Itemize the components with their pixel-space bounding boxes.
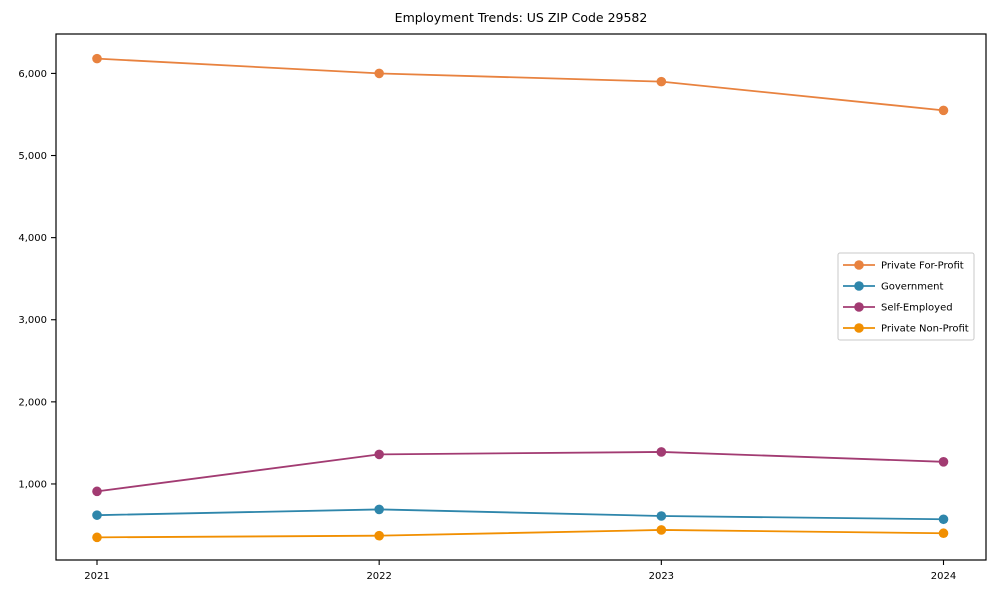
series-line [96,57,944,112]
x-tick-label: 2024 [931,571,956,582]
y-tick-label: 2,000 [18,397,47,408]
data-point [938,456,949,467]
data-point [938,528,949,539]
legend-label: Private For-Profit [881,261,964,272]
data-point [92,532,102,543]
data-point [374,504,384,515]
x-tick-label: 2022 [366,571,391,582]
plot-area: 1,000 2,000 3,000 4,000 5,000 6,000 2021 2022 20… [18,33,987,582]
legend-label: Government [881,282,943,293]
legend-box [837,252,975,341]
data-point [374,68,384,79]
data-point [374,449,384,460]
y-tick-label: 4,000 [18,233,47,244]
data-point [656,447,667,457]
chart-title: Employment Trends: US ZIP Code 29582 [395,10,648,25]
plot-frame [55,33,987,561]
legend-marker [854,260,864,270]
data-point [938,514,949,525]
legend-label: Self-Employed [881,303,953,314]
data-point [656,525,667,535]
data-point [92,486,102,497]
data-point [656,511,667,521]
data-point [92,53,102,64]
data-point [374,530,384,541]
data-point [938,105,949,116]
y-tick-label: 5,000 [18,151,47,162]
legend-marker [854,302,864,312]
y-tick-label: 3,000 [18,315,47,326]
data-point [92,510,102,520]
legend-marker [854,323,864,333]
series-line [96,451,944,493]
series-line [96,529,944,539]
data-point [656,76,667,87]
y-tick-label: 6,000 [18,69,47,80]
y-tick-label: 1,000 [18,479,47,490]
x-tick-label: 2021 [84,571,109,582]
x-tick-label: 2023 [649,571,674,582]
legend-marker [854,281,864,291]
legend-label: Private Non-Profit [881,324,969,335]
series-line [96,508,944,521]
